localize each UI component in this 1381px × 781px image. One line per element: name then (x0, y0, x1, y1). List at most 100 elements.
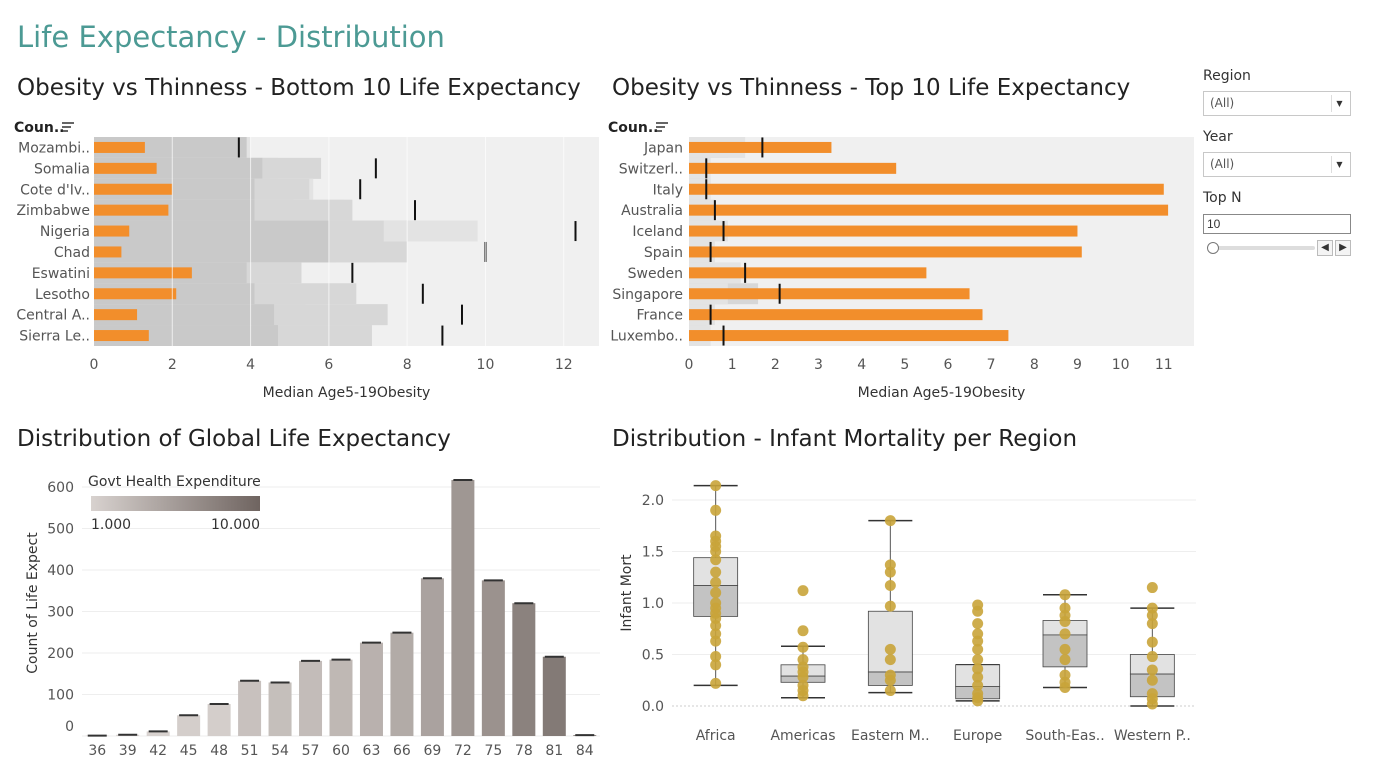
year-filter-label: Year (1203, 129, 1233, 145)
boxplot-point (972, 618, 984, 630)
boxplot-point (797, 641, 809, 653)
bottom10-row-label: Zimbabwe (16, 203, 90, 219)
histogram-bar (268, 682, 292, 736)
top10-x-tick: 3 (814, 357, 823, 373)
boxplot-point (972, 679, 984, 691)
boxplot-point (1146, 698, 1158, 710)
region-filter-label: Region (1203, 68, 1251, 84)
sort-icon (62, 122, 74, 132)
chevron-left-icon[interactable]: ◀ (1317, 240, 1333, 256)
bottom10-bar (94, 330, 149, 342)
boxplot-point (884, 600, 896, 612)
bottom10-row-label: Sierra Le.. (19, 329, 90, 345)
top10-row-label: Luxembo.. (610, 329, 683, 345)
boxplot-y-tick: 0.0 (642, 699, 664, 715)
boxplot-x-tick: Western P.. (1114, 728, 1191, 744)
bottom10-bar (94, 204, 169, 216)
histogram-x-tick: 78 (515, 743, 533, 759)
year-filter-value: (All) (1210, 157, 1235, 171)
histogram-title: Distribution of Global Life Expectancy (17, 426, 451, 452)
dashboard-title: Life Expectancy - Distribution (17, 20, 445, 54)
topn-slider[interactable]: ◀ ▶ (1203, 238, 1353, 258)
bottom10-x-tick: 6 (324, 357, 333, 373)
top10-row-label: Iceland (632, 224, 683, 240)
top10-x-tick: 8 (1030, 357, 1039, 373)
boxplot-point (884, 566, 896, 578)
boxplot-y-axis-label: Infant Mort (619, 554, 635, 632)
boxplot-point (710, 480, 722, 492)
boxplot-point (1146, 609, 1158, 621)
top10-row-label: Australia (621, 203, 683, 219)
boxplot-point (972, 695, 984, 707)
histogram-x-tick: 48 (210, 743, 228, 759)
top10-x-tick: 6 (944, 357, 953, 373)
histogram-bar (177, 715, 201, 736)
boxplot-point (710, 587, 722, 599)
top10-row-label: Singapore (612, 287, 683, 303)
boxplot-point (1059, 681, 1071, 693)
bottom10-x-tick: 2 (168, 357, 177, 373)
region-filter-value: (All) (1210, 96, 1235, 110)
boxplot-point (972, 663, 984, 675)
top10-x-tick: 4 (857, 357, 866, 373)
boxplot-x-tick: Africa (696, 728, 736, 744)
boxplot-point (710, 566, 722, 578)
boxplot-point (797, 690, 809, 702)
histogram-x-tick: 54 (271, 743, 289, 759)
bottom10-dimension-header: Coun.. (14, 120, 64, 136)
boxplot-point (1059, 628, 1071, 640)
histogram-y-tick: 600 (47, 480, 74, 496)
top10-x-tick: 9 (1073, 357, 1082, 373)
bottom10-x-tick: 0 (90, 357, 99, 373)
bottom10-band (94, 241, 329, 263)
boxplot-point (710, 659, 722, 671)
bottom10-row-label: Mozambi.. (18, 140, 90, 156)
boxplot-y-tick: 1.0 (642, 596, 664, 612)
chevron-down-icon[interactable]: ▼ (1331, 156, 1347, 173)
histogram-y-tick: 300 (47, 605, 74, 621)
boxplot-point (1059, 654, 1071, 666)
boxplot-point (710, 504, 722, 516)
top10-bar (689, 267, 927, 279)
chevron-right-icon[interactable]: ▶ (1335, 240, 1351, 256)
year-filter-dropdown[interactable]: (All) ▼ (1203, 152, 1351, 177)
histogram-x-tick: 72 (454, 743, 472, 759)
histogram-bar (207, 704, 231, 736)
histogram-bar (146, 731, 170, 736)
histogram-bar (299, 660, 323, 736)
top10-x-tick: 7 (987, 357, 996, 373)
bottom10-row-label: Eswatini (32, 266, 90, 282)
boxplot-point (710, 554, 722, 566)
boxplot-point (710, 677, 722, 689)
topn-filter-label: Top N (1203, 190, 1242, 206)
bottom10-bar (94, 162, 157, 174)
bottom10-band (94, 220, 329, 242)
top10-x-tick: 2 (771, 357, 780, 373)
bottom10-row-label: Somalia (34, 161, 90, 177)
top10-row-label: Spain (644, 245, 683, 261)
topn-input[interactable] (1203, 214, 1351, 234)
histogram-bar (390, 632, 414, 736)
top10-x-tick: 11 (1155, 357, 1173, 373)
histogram-x-tick: 63 (363, 743, 381, 759)
top10-row-label: Italy (653, 182, 683, 198)
histogram-x-tick: 75 (484, 743, 502, 759)
top10-x-tick: 5 (900, 357, 909, 373)
histogram-y-tick: 400 (47, 563, 74, 579)
histogram-x-tick: 81 (545, 743, 563, 759)
topn-slider-track[interactable] (1211, 246, 1315, 250)
boxplot-point (972, 635, 984, 647)
top10-title: Obesity vs Thinness - Top 10 Life Expect… (612, 75, 1131, 101)
histogram-y-tick: 200 (47, 646, 74, 662)
histogram-x-tick: 69 (423, 743, 441, 759)
boxplot-point (797, 585, 809, 597)
bottom10-x-axis-label: Median Age5-19Obesity (263, 385, 431, 401)
topn-slider-thumb[interactable] (1207, 242, 1219, 254)
histogram-x-tick: 84 (576, 743, 594, 759)
region-filter-dropdown[interactable]: (All) ▼ (1203, 91, 1351, 116)
top10-row-label: France (636, 308, 683, 324)
chevron-down-icon[interactable]: ▼ (1331, 95, 1347, 112)
boxplot-point (710, 620, 722, 632)
histogram-bar (359, 642, 383, 736)
